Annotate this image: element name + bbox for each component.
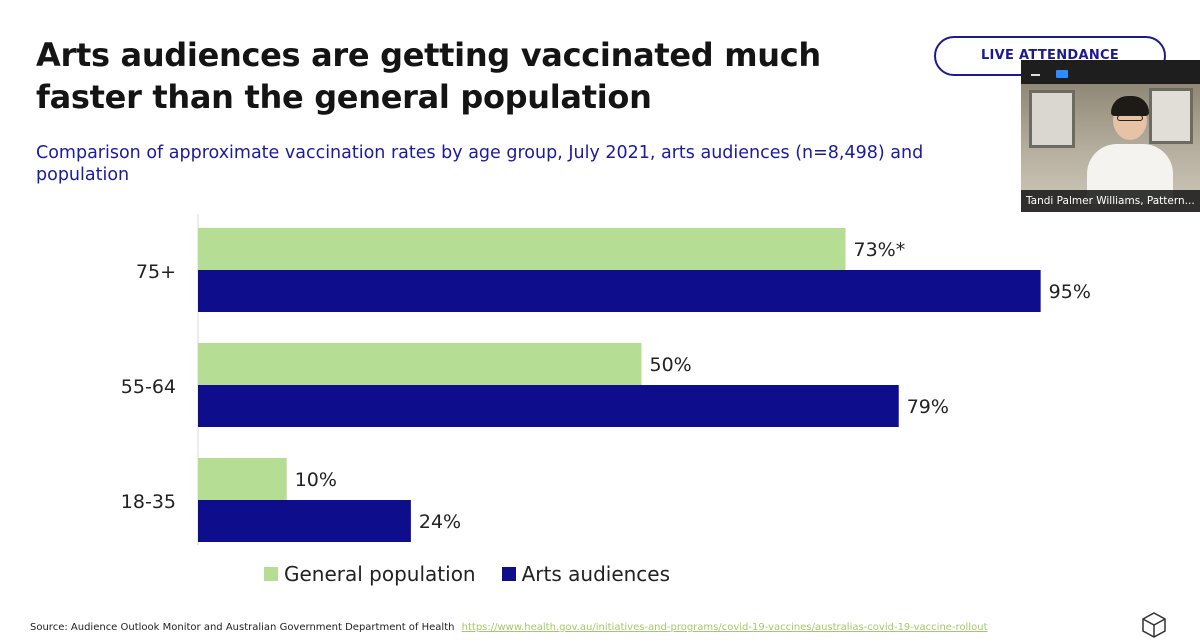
minimize-icon[interactable] — [1031, 74, 1040, 76]
arts-audiences-bar — [198, 270, 1041, 312]
slide-title: Arts audiences are getting vaccinated mu… — [36, 34, 916, 118]
legend-swatch — [264, 567, 278, 581]
background-window — [1029, 90, 1075, 148]
background-window — [1149, 88, 1193, 144]
participant-glasses — [1117, 115, 1143, 121]
video-toolbar — [1021, 60, 1200, 84]
category-label: 18-35 — [121, 491, 176, 513]
legend-label: General population — [284, 562, 476, 586]
participant-video-tile[interactable]: Tandi Palmer Williams, Pattern... — [1021, 60, 1200, 212]
slide-subtitle-line2: population — [36, 165, 130, 185]
chart-legend: General population Arts audiences — [264, 560, 696, 588]
category-label: 75+ — [136, 261, 176, 283]
bar-value-label: 73%* — [854, 239, 906, 261]
general-population-bar — [198, 458, 287, 500]
category-label: 55-64 — [121, 376, 176, 398]
enlarge-icon[interactable] — [1056, 70, 1068, 78]
legend-label: Arts audiences — [521, 562, 671, 586]
bar-value-label: 95% — [1049, 281, 1091, 303]
legend-item: General population — [264, 562, 476, 586]
arts-audiences-bar — [198, 500, 411, 542]
slide-subtitle-line1: Comparison of approximate vaccination ra… — [36, 143, 924, 163]
source-note: Source: Audience Outlook Monitor and Aus… — [30, 622, 988, 633]
bar-value-label: 24% — [419, 511, 461, 533]
source-link[interactable]: https://www.health.gov.au/initiatives-an… — [461, 622, 988, 633]
participant-hair — [1111, 96, 1149, 116]
vaccination-bar-chart: 75+ 73%* 95% 55-64 50% 79% 18-35 10% 24% — [121, 214, 1091, 545]
bar-value-label: 10% — [295, 469, 337, 491]
general-population-bar — [198, 228, 846, 270]
slide-title-line2: faster than the general population — [36, 78, 652, 116]
bar-value-label: 50% — [650, 354, 692, 376]
participant-name: Tandi Palmer Williams, Pattern... — [1021, 190, 1200, 212]
legend-item: Arts audiences — [501, 562, 671, 586]
slide-title-line1: Arts audiences are getting vaccinated mu… — [36, 36, 821, 74]
pattern-logo-icon — [1142, 612, 1166, 638]
general-population-bar — [198, 343, 642, 385]
slide-subtitle: Comparison of approximate vaccination ra… — [36, 142, 1026, 186]
source-text: Source: Audience Outlook Monitor and Aus… — [30, 622, 455, 633]
bar-value-label: 79% — [907, 396, 949, 418]
arts-audiences-bar — [198, 385, 899, 427]
legend-swatch — [501, 567, 516, 581]
